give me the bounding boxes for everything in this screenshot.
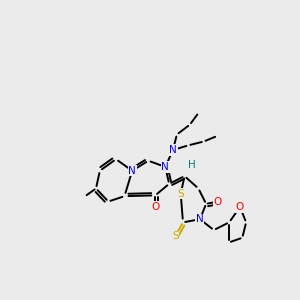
Text: N: N [161,162,169,172]
Text: N: N [169,145,177,155]
Text: N: N [128,166,136,176]
Text: O: O [151,202,159,212]
Text: O: O [214,196,222,206]
Text: O: O [236,202,244,212]
Text: H: H [188,160,196,170]
Text: N: N [196,214,204,224]
Text: S: S [172,231,178,241]
Text: S: S [177,189,184,199]
